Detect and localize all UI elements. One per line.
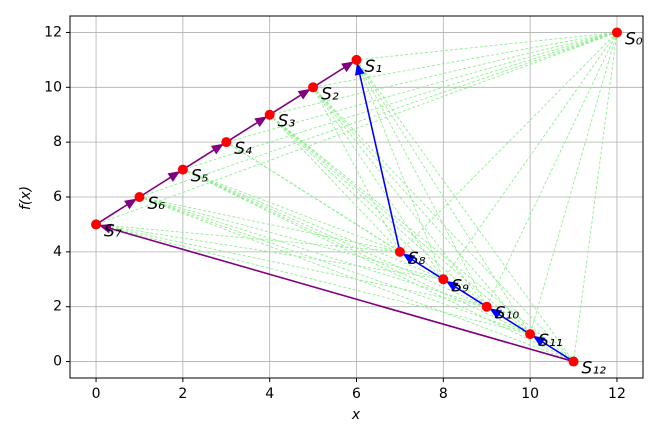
dashed-edge [182,169,401,253]
point-label: S₅ [191,167,209,187]
arrowhead [402,253,416,265]
dashed-edge [95,223,444,280]
point-label: S₃ [278,112,296,132]
dashed-edge [313,32,618,88]
arrowhead [124,198,137,210]
dashed-edge [312,87,444,280]
dashed-edge [269,114,574,362]
dashed-edge [95,32,618,225]
arrowhead [341,61,354,73]
x-axis-label: x [351,407,361,423]
point-label: S₉ [451,276,469,296]
dashed-edge [226,32,618,143]
point [221,137,232,148]
y-tick-label: 10 [44,79,62,95]
point-label: S₄ [234,139,252,159]
dashed-edge [356,59,574,362]
dashed-edge [529,32,618,335]
point-label: S₂ [321,84,339,104]
y-tick-label: 4 [53,244,62,260]
dashed-edge [182,169,574,362]
path-edge [355,59,401,253]
y-tick-label: 6 [53,189,62,205]
point [481,301,492,312]
point-label: S₁₀ [495,304,520,324]
arrowhead [489,308,503,319]
y-tick-label: 8 [53,134,62,150]
dashed-edge [356,59,531,335]
arrowhead [210,143,224,155]
x-tick-label: 6 [352,386,361,402]
point [91,219,102,230]
dashed-edge [96,223,400,253]
point [568,356,579,367]
dashed-edge [95,223,487,308]
dashed-edge [139,196,401,253]
point-label: S₇ [104,221,122,241]
arrowhead [354,62,365,76]
dashed-edge [182,169,531,335]
arrowhead [532,335,546,347]
dashed-edge [269,114,401,253]
arrowhead [445,280,459,292]
y-tick-label: 12 [44,24,62,40]
dashed-edge [356,32,618,61]
dashed-edge [312,87,531,335]
dashed-edge [139,32,618,198]
x-tick-label: 4 [265,386,274,402]
point [394,246,405,257]
dashed-edge [312,87,401,253]
point [611,27,622,38]
point-label: S₁₁ [538,331,562,351]
dashed-edge [573,32,618,362]
dashed-edge [182,32,618,171]
dashed-edge [356,59,488,307]
y-tick-label: 0 [53,354,62,370]
path-edge [95,223,574,363]
dashed-edge [139,196,444,280]
y-axis-label: f(x) [18,186,34,210]
dashed-edge [139,196,531,335]
plot-frame [69,15,644,379]
dashed-edge [182,169,444,280]
point-label: S₀ [625,29,643,49]
dashed-edge [312,87,488,307]
point [177,164,188,175]
x-tick-label: 12 [608,386,626,402]
dashed-edge [486,32,618,307]
point-label: S₁₂ [582,359,607,379]
x-tick-label: 0 [92,386,101,402]
arrowhead [98,223,112,234]
x-tick-label: 2 [178,386,187,402]
arrowhead [167,171,181,182]
arrowhead [254,116,268,127]
point-label: S₈ [408,249,426,269]
dashed-edge [356,59,444,280]
arrowhead [297,88,311,100]
dashed-edge [139,196,487,308]
point-label: S₁ [365,57,383,77]
point [308,82,319,93]
point [438,274,449,285]
y-tick-label: 2 [53,299,62,315]
point [264,109,275,120]
x-tick-label: 10 [521,386,539,402]
dashed-edge [182,169,487,308]
dashed-edge [269,32,618,116]
dashed-edge [399,32,618,253]
dashed-edge [312,86,574,362]
dashed-edge [269,114,531,335]
dashed-edge [269,114,488,308]
x-tick-label: 8 [439,386,448,402]
dashed-edge [442,32,618,280]
point-label: S₆ [147,194,165,214]
point [525,329,536,340]
point [134,192,145,202]
point [351,54,362,65]
